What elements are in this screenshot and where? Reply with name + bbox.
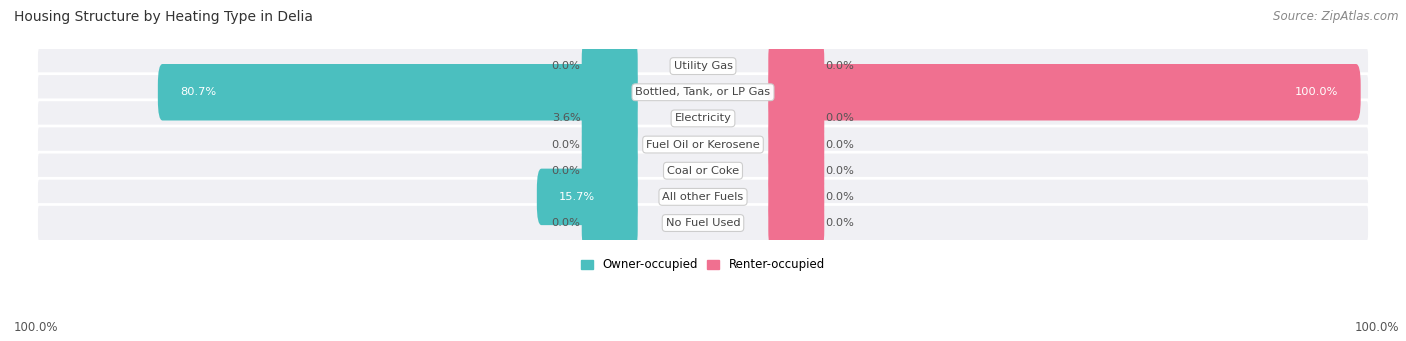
Text: 3.6%: 3.6% — [551, 114, 581, 123]
FancyBboxPatch shape — [768, 169, 824, 225]
FancyBboxPatch shape — [37, 100, 1369, 137]
Text: 0.0%: 0.0% — [825, 139, 855, 150]
FancyBboxPatch shape — [37, 205, 1369, 242]
Text: Source: ZipAtlas.com: Source: ZipAtlas.com — [1274, 10, 1399, 23]
Text: 0.0%: 0.0% — [825, 166, 855, 176]
FancyBboxPatch shape — [582, 143, 638, 199]
Text: Housing Structure by Heating Type in Delia: Housing Structure by Heating Type in Del… — [14, 10, 314, 24]
Text: 0.0%: 0.0% — [825, 114, 855, 123]
Text: 100.0%: 100.0% — [1354, 321, 1399, 334]
FancyBboxPatch shape — [37, 126, 1369, 163]
Text: 15.7%: 15.7% — [560, 192, 595, 202]
FancyBboxPatch shape — [37, 178, 1369, 216]
FancyBboxPatch shape — [768, 90, 824, 147]
FancyBboxPatch shape — [582, 195, 638, 251]
FancyBboxPatch shape — [582, 116, 638, 173]
FancyBboxPatch shape — [157, 64, 638, 120]
Text: 80.7%: 80.7% — [180, 87, 217, 97]
Text: 0.0%: 0.0% — [825, 192, 855, 202]
FancyBboxPatch shape — [582, 38, 638, 94]
Text: Bottled, Tank, or LP Gas: Bottled, Tank, or LP Gas — [636, 87, 770, 97]
Text: 100.0%: 100.0% — [1295, 87, 1339, 97]
FancyBboxPatch shape — [768, 38, 824, 94]
Text: 0.0%: 0.0% — [825, 61, 855, 71]
FancyBboxPatch shape — [537, 169, 638, 225]
FancyBboxPatch shape — [37, 74, 1369, 111]
Text: 0.0%: 0.0% — [551, 61, 581, 71]
Text: No Fuel Used: No Fuel Used — [665, 218, 741, 228]
Text: 0.0%: 0.0% — [551, 139, 581, 150]
Legend: Owner-occupied, Renter-occupied: Owner-occupied, Renter-occupied — [576, 254, 830, 276]
Text: Fuel Oil or Kerosene: Fuel Oil or Kerosene — [647, 139, 759, 150]
FancyBboxPatch shape — [582, 90, 638, 147]
Text: 0.0%: 0.0% — [551, 166, 581, 176]
Text: Electricity: Electricity — [675, 114, 731, 123]
FancyBboxPatch shape — [768, 116, 824, 173]
Text: Utility Gas: Utility Gas — [673, 61, 733, 71]
Text: All other Fuels: All other Fuels — [662, 192, 744, 202]
FancyBboxPatch shape — [37, 47, 1369, 85]
FancyBboxPatch shape — [768, 64, 1361, 120]
FancyBboxPatch shape — [768, 195, 824, 251]
Text: Coal or Coke: Coal or Coke — [666, 166, 740, 176]
Text: 100.0%: 100.0% — [14, 321, 59, 334]
Text: 0.0%: 0.0% — [825, 218, 855, 228]
Text: 0.0%: 0.0% — [551, 218, 581, 228]
FancyBboxPatch shape — [37, 152, 1369, 189]
FancyBboxPatch shape — [768, 143, 824, 199]
